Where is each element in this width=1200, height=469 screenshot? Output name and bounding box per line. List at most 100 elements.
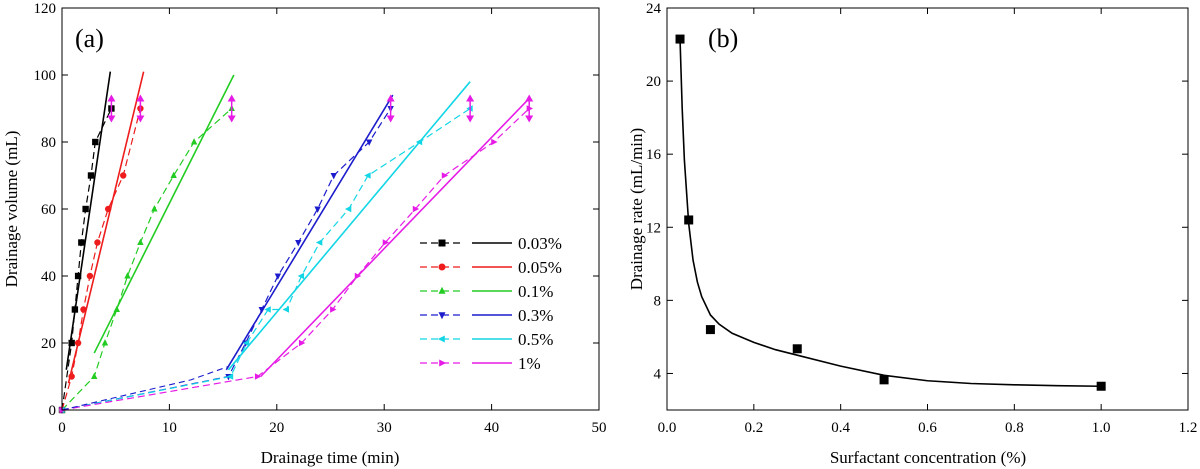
- panel-a-plot-area: [58, 71, 534, 414]
- y-tick-label: 60: [41, 202, 56, 218]
- early-stage-curve: [61, 365, 229, 411]
- panel-a-drainage-volume-chart: 0 10 20 30 40 50 0 20 40 60 80 100 120 (a) Drainage …: [2, 1, 607, 467]
- series-fit-line: [65, 71, 112, 370]
- arrow-head-up: [525, 94, 534, 102]
- data-point: [68, 339, 75, 347]
- x-tick-label: 10: [162, 420, 177, 436]
- data-point: [365, 139, 373, 146]
- arrow-head-down: [525, 115, 534, 123]
- data-point: [92, 138, 99, 146]
- arrow-head-down: [107, 115, 116, 123]
- series-dashed-line: [61, 108, 530, 411]
- arrow-head-down: [466, 115, 475, 123]
- data-point: [87, 172, 95, 179]
- data-point: [314, 206, 321, 213]
- x-tick-label: 1.0: [1092, 420, 1111, 436]
- data-point: [91, 372, 98, 380]
- series-dashed-line: [61, 108, 141, 411]
- panel-b-ticks: 0.0 0.2 0.4 0.6 0.8 1.0 1.2 4 8 12 16 20 24: [646, 1, 1197, 436]
- data-point: [792, 344, 802, 354]
- series-fit-line: [227, 81, 471, 371]
- panel-a-label: (a): [75, 24, 104, 53]
- y-tick-label: 20: [41, 336, 56, 352]
- end-arrow-indicator: [525, 94, 534, 123]
- legend-marker: [438, 312, 446, 320]
- data-point: [74, 339, 82, 347]
- arrow-head-up: [386, 94, 395, 102]
- data-point: [101, 339, 109, 346]
- series-0.3%: [58, 94, 395, 414]
- y-tick-label: 24: [646, 1, 662, 17]
- legend-label: 0.05%: [518, 258, 562, 277]
- x-tick-label: 50: [592, 420, 607, 436]
- y-tick-label: 16: [646, 147, 662, 163]
- arrow-head-up: [107, 94, 116, 102]
- y-tick-label: 12: [646, 220, 661, 236]
- data-point: [242, 339, 250, 347]
- arrow-head-down: [227, 115, 236, 123]
- panel-b-label: (b): [708, 24, 738, 53]
- data-point: [104, 205, 112, 213]
- x-tick-label: 0.6: [918, 420, 937, 436]
- data-point: [354, 272, 362, 280]
- data-point: [258, 306, 265, 314]
- data-point: [298, 339, 306, 347]
- data-point: [71, 306, 79, 313]
- data-point: [1096, 381, 1106, 391]
- y-tick-label: 100: [34, 68, 57, 84]
- data-point: [330, 172, 337, 180]
- panel-b-axes-frame: [666, 7, 1189, 411]
- data-point: [78, 239, 85, 246]
- data-point: [68, 373, 75, 380]
- x-tick-label: 20: [269, 420, 284, 436]
- y-tick-label: 20: [646, 74, 661, 90]
- x-tick-label: 0.8: [1005, 420, 1024, 436]
- fit-curve: [679, 39, 1102, 388]
- panel-a-ticks: 0 10 20 30 40 50 0 20 40 60 80 100 120: [34, 1, 607, 436]
- legend-item: 0.1%: [420, 282, 553, 301]
- y-tick-label: 0: [49, 403, 57, 419]
- data-point: [330, 306, 337, 313]
- data-point: [441, 172, 449, 179]
- y-tick-label: 40: [41, 269, 56, 285]
- panel-a-y-axis-title: Drainage volume (mL): [2, 131, 21, 288]
- x-tick-label: 40: [484, 420, 499, 436]
- data-point: [412, 205, 420, 213]
- end-arrow-indicator: [136, 94, 145, 123]
- x-tick-label: 0.0: [658, 420, 677, 436]
- series-fit-line: [260, 97, 530, 378]
- legend-item: 0.05%: [420, 258, 562, 277]
- data-point: [137, 238, 144, 246]
- legend-marker: [438, 286, 446, 294]
- legend-marker: [439, 359, 447, 367]
- x-tick-label: 0: [58, 420, 66, 436]
- data-point: [86, 272, 94, 280]
- series-1%: [59, 94, 534, 414]
- data-point: [879, 375, 889, 385]
- data-point: [364, 172, 371, 179]
- data-point: [120, 172, 127, 179]
- data-point: [315, 239, 323, 246]
- data-point: [491, 138, 498, 146]
- data-point: [74, 272, 82, 280]
- data-point: [264, 306, 271, 313]
- series-fit-line: [93, 74, 235, 354]
- x-tick-label: 1.2: [1179, 420, 1198, 436]
- legend-marker: [437, 335, 445, 343]
- data-point: [344, 205, 352, 213]
- data-point: [382, 239, 390, 246]
- panel-a-x-axis-title: Drainage time (min): [261, 448, 400, 467]
- legend-marker: [438, 239, 446, 247]
- data-point: [282, 306, 290, 313]
- data-point: [295, 239, 302, 247]
- legend-item: 1%: [420, 354, 541, 373]
- y-tick-label: 8: [654, 293, 662, 309]
- data-point: [297, 272, 305, 280]
- series-0.1%: [58, 74, 236, 413]
- data-point: [80, 306, 87, 313]
- y-tick-label: 120: [34, 1, 57, 17]
- legend-label: 1%: [518, 354, 541, 373]
- data-point: [124, 272, 131, 279]
- panel-b-plot-area: [675, 34, 1106, 391]
- legend-label: 0.1%: [518, 282, 553, 301]
